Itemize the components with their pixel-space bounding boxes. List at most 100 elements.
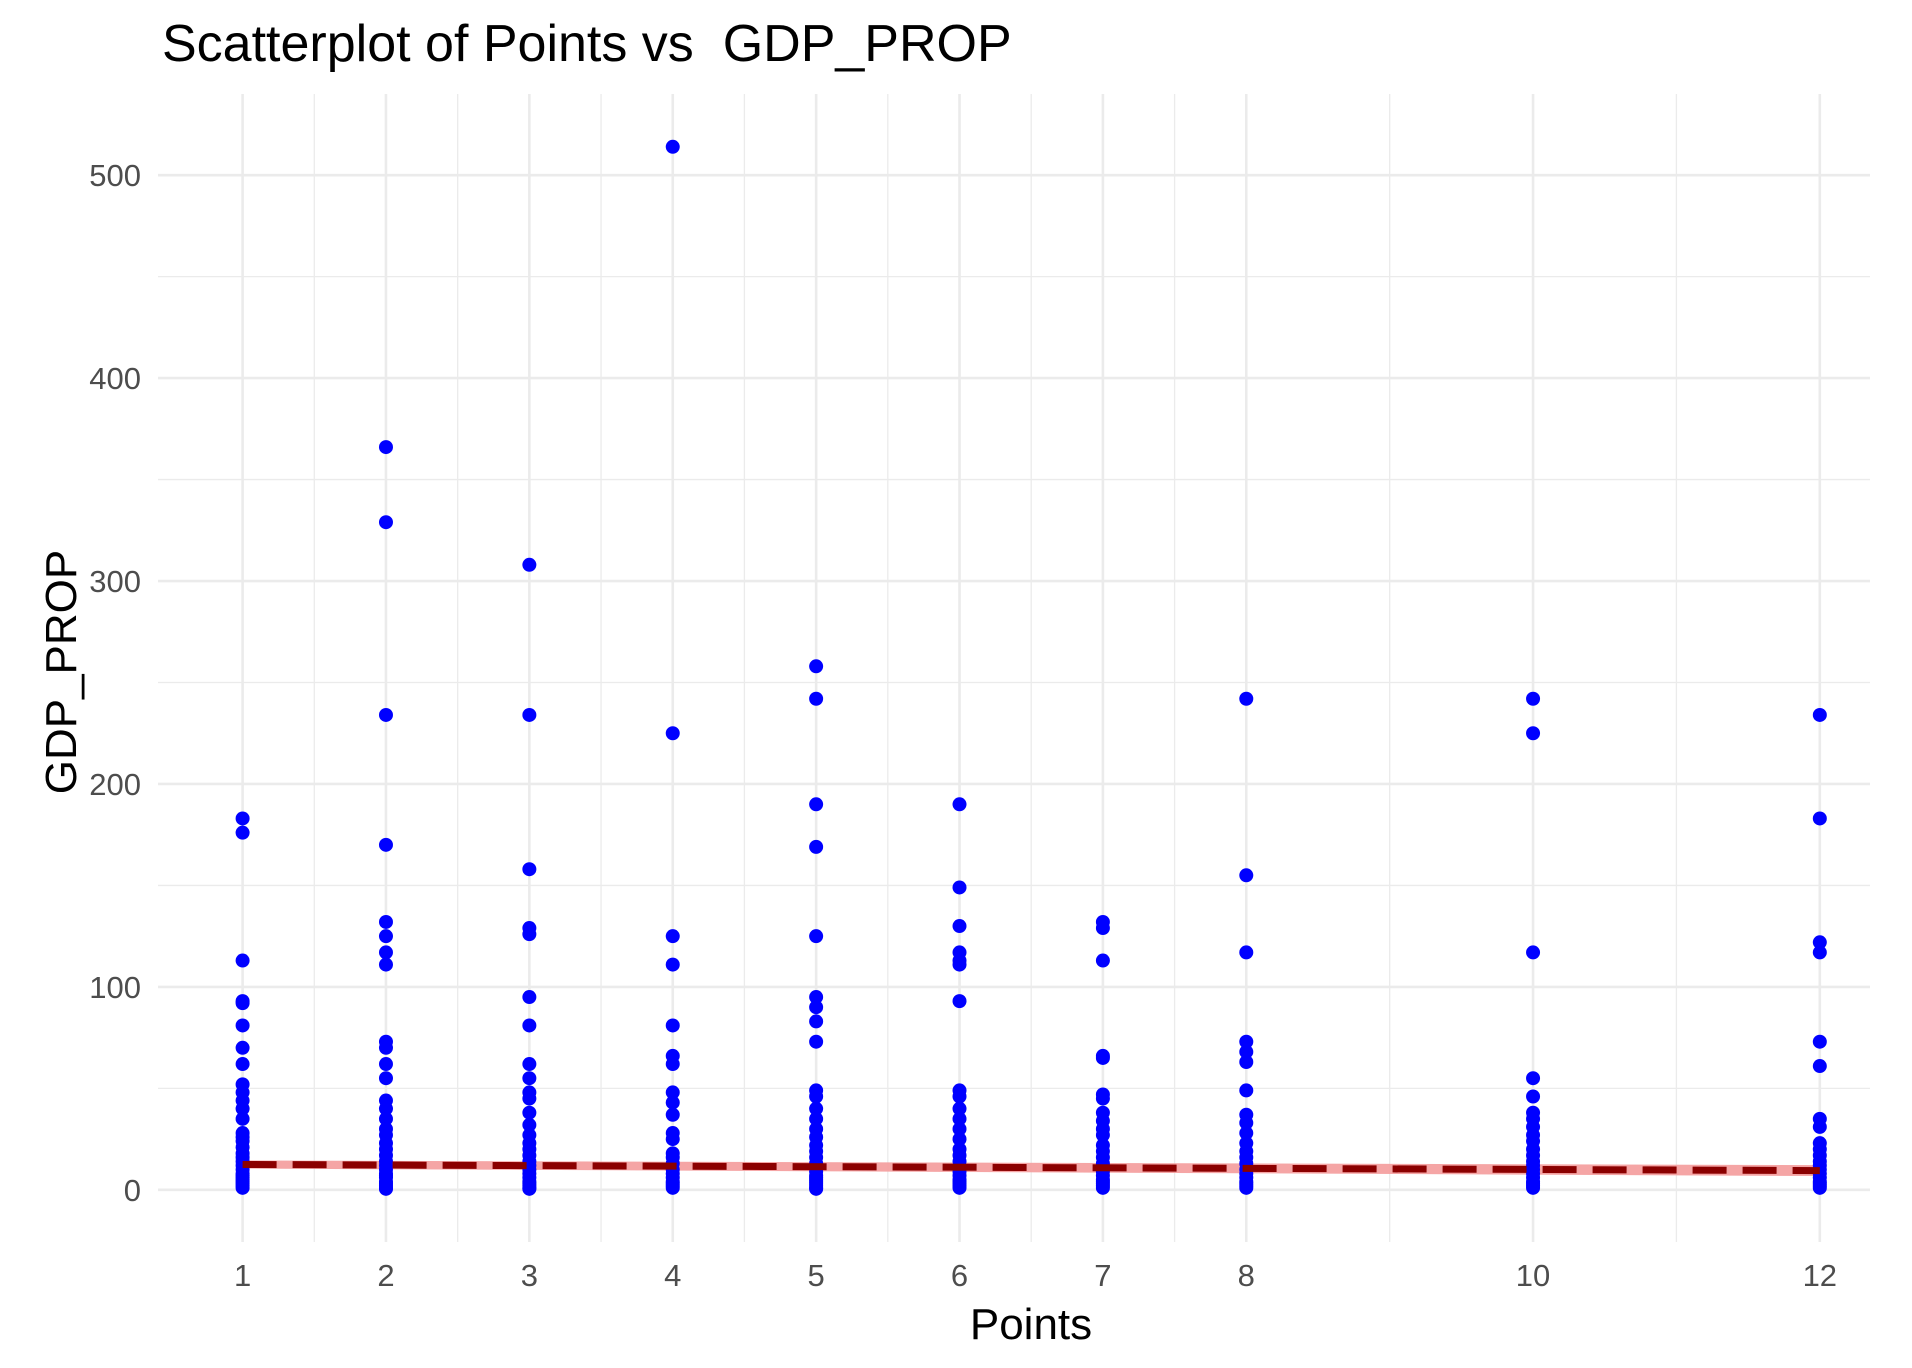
- data-point: [378, 914, 393, 929]
- data-point: [235, 825, 250, 840]
- data-point: [1239, 1034, 1254, 1049]
- y-axis-title: GDP_PROP: [37, 549, 86, 795]
- data-point: [1526, 1089, 1541, 1104]
- data-point: [809, 839, 824, 854]
- data-point: [522, 927, 537, 942]
- data-point: [235, 1057, 250, 1072]
- data-point: [378, 1111, 393, 1126]
- data-point: [1812, 811, 1827, 826]
- data-point: [665, 139, 680, 154]
- y-tick-label: 400: [89, 361, 141, 396]
- data-point: [952, 919, 967, 934]
- data-point: [952, 994, 967, 1009]
- y-tick-label: 0: [124, 1173, 141, 1208]
- data-point: [1239, 868, 1254, 883]
- data-point: [1812, 1059, 1827, 1074]
- data-point: [1095, 1128, 1110, 1143]
- data-point: [235, 1101, 250, 1116]
- data-point: [378, 515, 393, 530]
- data-point: [952, 1132, 967, 1147]
- data-point: [809, 1101, 824, 1116]
- data-point: [809, 797, 824, 812]
- data-point: [522, 1105, 537, 1120]
- data-point: [235, 1018, 250, 1033]
- data-point: [665, 957, 680, 972]
- data-point: [378, 440, 393, 455]
- data-point: [1812, 1034, 1827, 1049]
- data-point: [952, 880, 967, 895]
- data-point: [809, 1181, 824, 1196]
- data-point: [378, 945, 393, 960]
- data-point: [809, 691, 824, 706]
- data-point: [235, 953, 250, 968]
- data-point: [1526, 1180, 1541, 1195]
- data-point: [665, 1180, 680, 1195]
- data-point: [522, 1091, 537, 1106]
- x-tick-label: 12: [1803, 1258, 1837, 1293]
- data-point: [809, 1111, 824, 1126]
- data-point: [1095, 953, 1110, 968]
- y-tick-label: 100: [89, 970, 141, 1005]
- data-point: [522, 862, 537, 877]
- data-point: [378, 1057, 393, 1072]
- data-point: [665, 726, 680, 741]
- data-point: [1812, 707, 1827, 722]
- data-point: [665, 1085, 680, 1100]
- data-point: [522, 1181, 537, 1196]
- data-point: [378, 1101, 393, 1116]
- data-point: [952, 1180, 967, 1195]
- data-point: [235, 1111, 250, 1126]
- data-point: [665, 1057, 680, 1072]
- x-tick-label: 3: [521, 1258, 538, 1293]
- y-tick-label: 500: [89, 158, 141, 193]
- data-point: [1239, 691, 1254, 706]
- data-point: [1239, 1054, 1254, 1069]
- data-point: [235, 996, 250, 1011]
- data-point: [952, 957, 967, 972]
- x-tick-label: 6: [951, 1258, 968, 1293]
- data-point: [809, 1000, 824, 1015]
- data-point: [378, 1040, 393, 1055]
- data-point: [1526, 945, 1541, 960]
- data-point: [1239, 945, 1254, 960]
- data-point: [809, 659, 824, 674]
- data-point: [235, 1180, 250, 1195]
- data-point: [665, 1132, 680, 1147]
- x-tick-label: 10: [1516, 1258, 1550, 1293]
- data-point: [522, 1117, 537, 1132]
- data-point: [809, 1034, 824, 1049]
- x-tick-label: 7: [1094, 1258, 1111, 1293]
- data-point: [235, 1040, 250, 1055]
- data-point: [809, 929, 824, 944]
- data-point: [665, 929, 680, 944]
- x-tick-label: 5: [808, 1258, 825, 1293]
- data-point: [665, 1095, 680, 1110]
- data-point: [235, 811, 250, 826]
- data-point: [952, 797, 967, 812]
- data-point: [522, 1071, 537, 1086]
- data-point: [665, 1107, 680, 1122]
- data-point: [522, 990, 537, 1005]
- data-point: [1526, 691, 1541, 706]
- x-tick-label: 4: [664, 1258, 681, 1293]
- data-point: [522, 1057, 537, 1072]
- data-point: [1095, 1050, 1110, 1065]
- data-point: [952, 1089, 967, 1104]
- data-point: [1526, 1071, 1541, 1086]
- x-tick-label: 8: [1238, 1258, 1255, 1293]
- trend-line: [242, 1160, 1820, 1175]
- x-tick-label: 2: [377, 1258, 394, 1293]
- data-point: [1095, 1180, 1110, 1195]
- data-point: [378, 929, 393, 944]
- data-point: [1239, 1126, 1254, 1141]
- data-point: [378, 957, 393, 972]
- data-point: [952, 1111, 967, 1126]
- data-point: [1239, 1115, 1254, 1130]
- x-axis-title: Points: [969, 1300, 1093, 1349]
- data-points: [235, 139, 1827, 1196]
- data-point: [378, 1181, 393, 1196]
- data-point: [378, 707, 393, 722]
- data-point: [1812, 935, 1827, 950]
